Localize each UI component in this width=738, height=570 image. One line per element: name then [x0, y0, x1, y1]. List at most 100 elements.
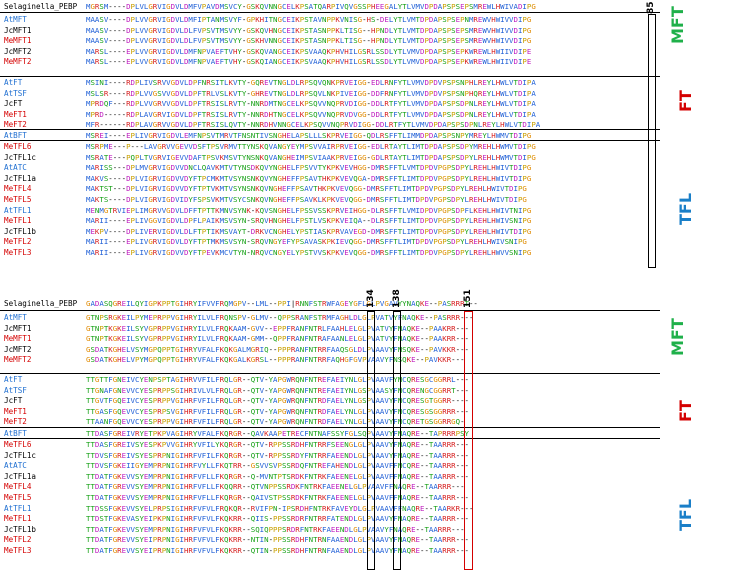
sequence-residues: TTDATFGKEVVSYEMPRPNIGIHRFVFLLFKQRGR--Q-M…: [86, 471, 469, 481]
sequence-residues: MAKVS----DPLVIGRVIGDVVDYFTPCMKMTVSYNSNKQ…: [86, 173, 532, 183]
group-label-mft: MFT: [668, 318, 687, 356]
group-label-ft: FT: [676, 400, 695, 422]
sequence-name: AtATC: [4, 461, 27, 471]
sequence-name: AtATC: [4, 163, 27, 173]
sequence-name: MeTFL2: [4, 535, 32, 545]
sequence-name: MeFT2: [4, 120, 27, 130]
sequence-name: AtBFT: [4, 131, 27, 140]
sequence-residues: TTDASFGREIVSYESPKPVVGIHRYVFILYKQRGR--QTV…: [86, 440, 469, 449]
sequence-residues: MARSL----EPLVVGRVIGDVLDMFNPVAEFTVHY-GSKQ…: [86, 57, 532, 67]
sequence-name: JcTFL1c: [4, 450, 37, 460]
separator: [0, 427, 660, 428]
sequence-name: AtFT: [4, 78, 23, 87]
sequence-name: AtBFT: [4, 428, 27, 438]
sequence-residues: TTDATFGKEVVSYEMPRPNIGIHRFVFLLFKQRGR--QAI…: [86, 493, 469, 502]
sequence-residues: GTNPSRGKEILPYMEPRPPVGIHRYILVLFRQNSPV-GLM…: [86, 313, 474, 322]
sequence-name: JcTFL1a: [4, 471, 37, 481]
sequence-residues: TTGVTFGQEIVCYESPRPPVGIHRFVFILFRQLGR--QTV…: [86, 396, 469, 406]
sequence-residues: MPRDQF---RDPLVVGRVVGDVLDPFTRSISLRVTY-NNR…: [86, 99, 536, 109]
sequence-residues: MARSL----EPLVVGRVIGDVLDMFNPVAEFTVHY-GSKQ…: [86, 46, 532, 56]
sequence-name: JcFT: [4, 396, 23, 406]
separator: [0, 438, 660, 439]
sequence-residues: MSINI----RDPLIVSRVVGDVLDPFNRSITLKVTY-GQR…: [86, 78, 536, 87]
sequence-name: JcMFT1: [4, 25, 32, 35]
sequence-name: AtTSF: [4, 88, 27, 98]
sequence-residues: MFR------RDPLAVGRVVGDVLDPFTRSISLQVTY-NNR…: [86, 120, 541, 130]
sequence-residues: TTDSSFGKEVVSYELPRPSIGIHRFVFVLFRQKQR--RVI…: [86, 503, 474, 513]
group-label-tfl: TFL: [676, 498, 695, 531]
sequence-name: AtTFL1: [4, 503, 32, 513]
sequence-name: Selaginella_PEBP: [4, 299, 78, 308]
sequence-name: JcTFL1a: [4, 173, 37, 183]
sequence-name: JcTFL1b: [4, 226, 37, 236]
sequence-name: MeTFL3: [4, 248, 32, 257]
sequence-residues: MEKPV----DPLIVERVIGDVLDLFTPTIKMSVAYT-DRK…: [86, 226, 532, 236]
alignment-panel-top: Selaginella_PEBP MGRSM----DPLVLGRVIGDVLDM…: [0, 1, 695, 268]
sequence-name: JcMFT2: [4, 344, 32, 354]
sequence-residues: TTGTTFGNEIVCYENPSPTAGIHRVVFILFRQLGR--QTV…: [86, 375, 469, 384]
sequence-residues: MAASV----DPLVVGRVIGDVLDMFIPTANMSVYF-GPKH…: [86, 15, 532, 24]
position-151-label: 151: [463, 289, 473, 308]
sequence-name: MeMFT2: [4, 57, 32, 67]
sequence-name: MeMFT1: [4, 36, 32, 46]
sequence-name: JcMFT2: [4, 46, 32, 56]
sequence-name: MeMFT1: [4, 334, 32, 344]
sequence-residues: MSRATE---PQPLTVGRVIGEVVDAFTPSVKMSVTYNSNK…: [86, 152, 536, 162]
sequence-name: JcTFL1c: [4, 152, 37, 162]
sequence-residues: MARISS---DPLMVGRVIGDVVDNCLQAVKMTVTYNSDKQ…: [86, 163, 532, 173]
sequence-name: MeTFL5: [4, 195, 32, 204]
sequence-residues: TTDVSFGKEIIGYEMPRPNIGIHRFVYLLFKQTRR--GSV…: [86, 461, 469, 471]
sequence-residues: MENMGTRVIEPLIMGRVVGDVLDFFTPTTKMNVSYNK-KQ…: [86, 205, 532, 215]
sequence-residues: TTDASFGREIVRYETPKPVAGIHRYVFALFKQRGR--QAV…: [86, 428, 469, 438]
sequence-residues: GSDATKGHELVPYMGPQPPTGIHRYVFALFKQKGALKGRS…: [86, 355, 465, 365]
separator: [0, 140, 660, 141]
sequence-residues: TTDATFGKEVVSYEMPRPNIGIHRFVFVLFKQKRR--SQI…: [86, 524, 465, 534]
sequence-name: MeTFL5: [4, 493, 32, 502]
position-138-box: [393, 311, 401, 570]
separator: [0, 12, 660, 13]
sequence-residues: MPRD-----RDPLAVGRVIGDVLDPFTRSISLRVTY-NNR…: [86, 109, 536, 119]
sequence-name: MeTFL3: [4, 546, 32, 555]
sequence-name: MeFT1: [4, 109, 27, 119]
sequence-name: MeTFL1: [4, 514, 32, 524]
sequence-residues: GSDATKGHELVSYMGPQPPTGIHRYVFALFKQKGALMGRI…: [86, 344, 469, 354]
sequence-residues: GADASQGREILQYIGPKPPTGIHRYIFVVFRQMGPV--LM…: [86, 299, 478, 308]
sequence-name: MeTFL2: [4, 237, 32, 247]
sequence-name: MeFT1: [4, 406, 27, 416]
position-134-label: 134: [366, 289, 376, 308]
sequence-residues: MGRSM----DPLVLGRVIGDVLDMFVPAVDMSVCY-GSKQ…: [86, 2, 536, 11]
sequence-residues: MAKTST---DPLVIGRVIGDVVDYFTPTVKMTVSYNSNKQ…: [86, 184, 527, 194]
separator: [0, 310, 660, 311]
group-label-mft: MFT: [668, 6, 687, 44]
sequence-residues: TTGASFGQEVVCYESPRPSVGIHRFVFILFRQLGR--QTV…: [86, 406, 469, 416]
separator: [0, 373, 660, 374]
separator: [0, 129, 660, 130]
sequence-residues: TTGNAFGNEVVCYESPRPPSGIHRIVLVLFRQLGR--QTV…: [86, 385, 469, 395]
sequence-name: MeMFT2: [4, 355, 32, 365]
sequence-residues: TTAANFGQEVVCYESPRPPVGIHRFVFILFRQLGR--QTV…: [86, 417, 465, 427]
sequence-name: AtFT: [4, 375, 23, 384]
position-134-box: [367, 311, 375, 570]
sequence-name: JcFT: [4, 99, 23, 109]
sequence-residues: MAASV----DPLVVGRVIGDVLDLFVPSVTMSVYY-GSKH…: [86, 36, 532, 46]
position-151-box: [464, 311, 473, 570]
sequence-residues: MARII----EPLIVGRVIGDVLDYFTPTMKMSVSYN-SRQ…: [86, 237, 527, 247]
sequence-residues: TTDSTFGKEVASYEIPKPNIGIHRFVFVLFKQKRR--QII…: [86, 514, 469, 524]
sequence-name: JcMFT1: [4, 323, 32, 333]
sequence-residues: GTNPTKGKEILSYVGPRPPVGIHRYILVLFRQKAAM-GVV…: [86, 323, 469, 333]
sequence-name: MeFT2: [4, 417, 27, 427]
position-85-label: 85: [646, 1, 656, 14]
sequence-residues: MSRPME---P---LAVGRVVGEVVDSFTPSVRMVTTYNSK…: [86, 142, 536, 151]
sequence-residues: MSREI----EPLIVGRVIGDVLEMFNPSVTMRVTFNSNTI…: [86, 131, 532, 140]
sequence-residues: TTDATFGREVVSYEIPRPNIGIHRFVFVLFKQKRR--QTI…: [86, 546, 469, 555]
sequence-name: MeTFL6: [4, 440, 32, 449]
alignment-panel-bottom: Selaginella_PEBP GADASQGREILQYIGPKPPTGIHR…: [0, 286, 738, 570]
group-label-ft: FT: [676, 90, 695, 112]
sequence-name: AtMFT: [4, 313, 27, 322]
sequence-name: JcTFL1b: [4, 524, 37, 534]
sequence-name: MeTFL4: [4, 482, 32, 492]
sequence-name: MeTFL1: [4, 216, 32, 226]
sequence-name: AtTSF: [4, 385, 27, 395]
position-138-label: 138: [392, 289, 402, 308]
sequence-residues: MSLSR----RDPLVVGSVVGDVLDPFTRLVSLKVTY-GHR…: [86, 88, 536, 98]
